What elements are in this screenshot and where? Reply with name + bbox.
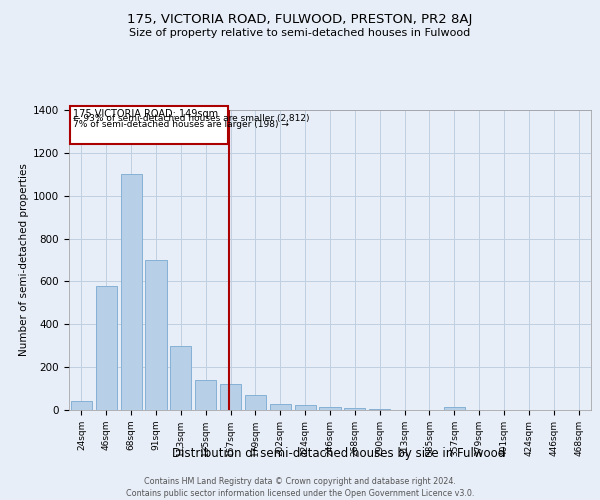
- Bar: [245, 395, 266, 410]
- Text: Contains public sector information licensed under the Open Government Licence v3: Contains public sector information licen…: [126, 489, 474, 498]
- Bar: [170, 346, 191, 410]
- Text: Contains HM Land Registry data © Crown copyright and database right 2024.: Contains HM Land Registry data © Crown c…: [144, 478, 456, 486]
- Bar: [96, 286, 117, 410]
- Bar: [195, 380, 216, 410]
- Bar: [270, 404, 291, 410]
- Bar: [70, 106, 228, 144]
- Text: 7% of semi-detached houses are larger (198) →: 7% of semi-detached houses are larger (1…: [73, 120, 289, 128]
- Text: 175 VICTORIA ROAD: 149sqm: 175 VICTORIA ROAD: 149sqm: [73, 109, 218, 119]
- Bar: [369, 409, 390, 410]
- Text: Distribution of semi-detached houses by size in Fulwood: Distribution of semi-detached houses by …: [172, 448, 506, 460]
- Bar: [344, 408, 365, 410]
- Y-axis label: Number of semi-detached properties: Number of semi-detached properties: [19, 164, 29, 356]
- Bar: [444, 407, 465, 410]
- Text: Size of property relative to semi-detached houses in Fulwood: Size of property relative to semi-detach…: [130, 28, 470, 38]
- Bar: [319, 407, 341, 410]
- Bar: [121, 174, 142, 410]
- Bar: [71, 402, 92, 410]
- Bar: [295, 404, 316, 410]
- Text: 175, VICTORIA ROAD, FULWOOD, PRESTON, PR2 8AJ: 175, VICTORIA ROAD, FULWOOD, PRESTON, PR…: [127, 12, 473, 26]
- Bar: [220, 384, 241, 410]
- Bar: [145, 260, 167, 410]
- Text: ← 93% of semi-detached houses are smaller (2,812): ← 93% of semi-detached houses are smalle…: [73, 114, 309, 124]
